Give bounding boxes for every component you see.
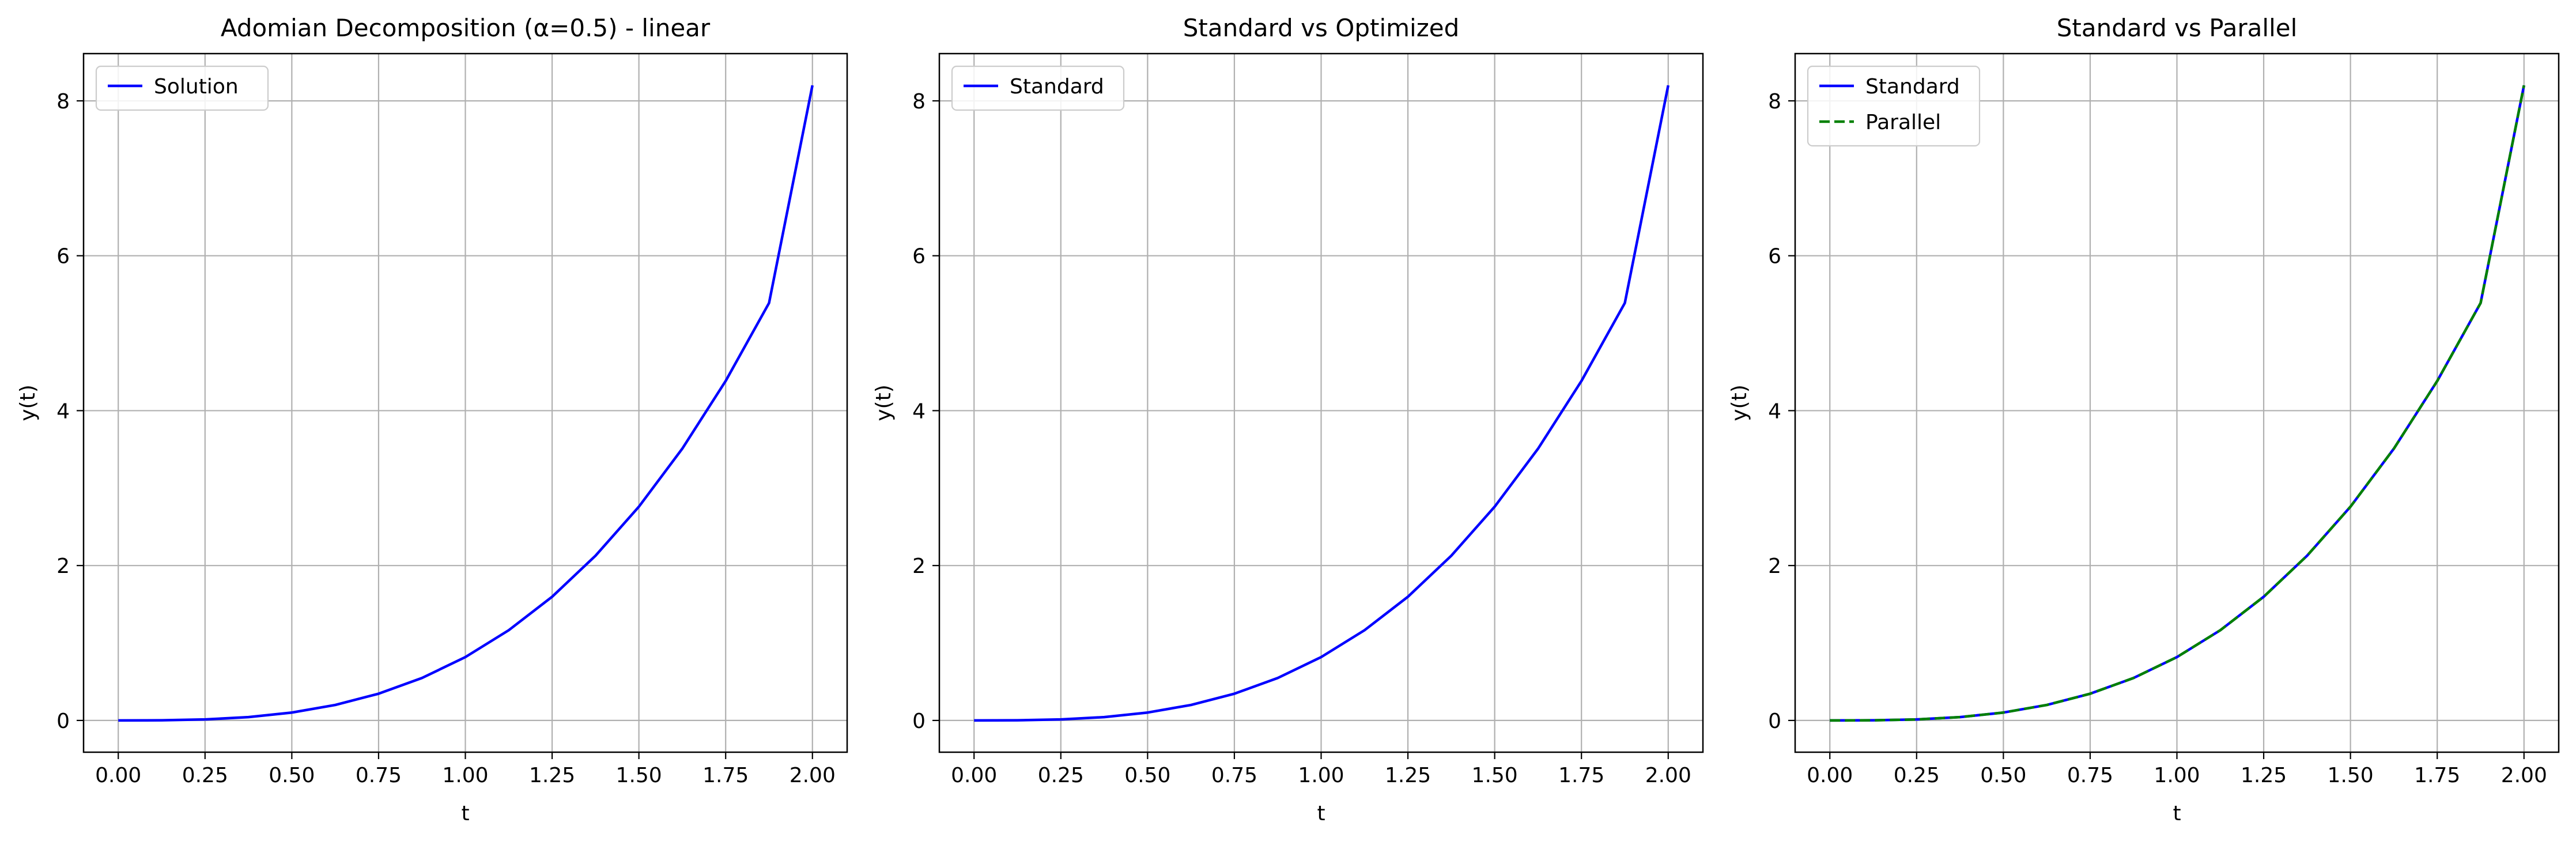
x-tick-label: 1.75 — [1558, 764, 1604, 787]
y-axis-label: y(t) — [16, 384, 40, 421]
y-tick-label: 4 — [912, 399, 926, 423]
legend-label-standard: Standard — [1010, 75, 1104, 99]
x-tick-label: 2.00 — [1645, 764, 1691, 787]
legend: Standard Parallel — [1807, 65, 1981, 147]
y-tick-label: 4 — [1768, 399, 1781, 423]
x-tick-label: 0.50 — [269, 764, 315, 787]
y-tick-label: 6 — [912, 245, 926, 269]
x-tick-label: 1.25 — [2241, 764, 2287, 787]
grid — [1795, 54, 2559, 752]
x-tick-label: 0.50 — [1980, 764, 2026, 787]
y-tick-label: 0 — [1768, 710, 1781, 733]
legend-label-solution: Solution — [154, 75, 239, 99]
x-tick-label: 0.00 — [951, 764, 997, 787]
x-axis-label: t — [2173, 802, 2181, 825]
x-tick-label: 1.50 — [1472, 764, 1518, 787]
chart-panel-2: 0.00 0.25 0.50 0.75 1.00 1.25 1.50 1.75 2.00 0 2 4 6… — [872, 14, 1704, 825]
grid — [84, 54, 847, 752]
y-tick-label: 4 — [56, 399, 70, 423]
x-tick-label: 0.75 — [1211, 764, 1257, 787]
series-line-standard — [974, 85, 1670, 722]
y-axis-label: y(t) — [872, 384, 896, 421]
x-tick-label: 1.50 — [2328, 764, 2374, 787]
y-tick-label: 6 — [1768, 245, 1781, 269]
legend: Solution — [95, 65, 269, 111]
x-axis-label: t — [1317, 802, 1325, 825]
x-tick-label: 0.25 — [1038, 764, 1084, 787]
legend: Standard — [951, 65, 1125, 111]
x-tick-label: 0.50 — [1124, 764, 1170, 787]
x-tick-label: 1.50 — [616, 764, 662, 787]
x-tick-label: 1.25 — [529, 764, 575, 787]
chart-panel-1: 0.00 0.25 0.50 0.75 1.00 1.25 1.50 1.75 2.00 0 2 4 6… — [16, 14, 848, 825]
x-tick-label: 1.00 — [1298, 764, 1344, 787]
legend-box — [95, 65, 269, 111]
x-tick-label: 0.00 — [1807, 764, 1853, 787]
legend-label-parallel: Parallel — [1865, 111, 1941, 134]
x-tick-label: 1.75 — [2414, 764, 2460, 787]
series-line-standard — [1830, 85, 2525, 722]
x-tick-label: 0.25 — [182, 764, 228, 787]
legend-label-standard: Standard — [1865, 75, 1960, 99]
x-tick-label: 0.75 — [356, 764, 402, 787]
x-tick-label: 1.75 — [702, 764, 749, 787]
legend-box — [951, 65, 1125, 111]
series-line-solution — [118, 85, 814, 722]
x-tick-label: 0.00 — [95, 764, 141, 787]
x-tick-label: 0.75 — [2067, 764, 2113, 787]
x-tick-label: 0.25 — [1894, 764, 1940, 787]
chart-panel-3: 0.00 0.25 0.50 0.75 1.00 1.25 1.50 1.75 2.00 0 2 4 6… — [1728, 14, 2560, 825]
x-axis-label: t — [461, 802, 469, 825]
x-tick-label: 1.25 — [1385, 764, 1431, 787]
x-tick-label: 1.00 — [2154, 764, 2200, 787]
chart-title: Adomian Decomposition (α=0.5) - linear — [221, 14, 711, 42]
y-tick-label: 8 — [1768, 90, 1781, 114]
chart-title: Standard vs Optimized — [1183, 14, 1460, 42]
chart-title: Standard vs Parallel — [2057, 14, 2298, 42]
x-tick-label: 2.00 — [790, 764, 836, 787]
x-tick-label: 2.00 — [2501, 764, 2547, 787]
x-tick-label: 1.00 — [442, 764, 488, 787]
y-tick-label: 0 — [912, 710, 926, 733]
y-tick-label: 2 — [1768, 554, 1781, 578]
y-tick-label: 0 — [56, 710, 70, 733]
y-tick-label: 2 — [912, 554, 926, 578]
y-tick-label: 6 — [56, 245, 70, 269]
y-axis-label: y(t) — [1728, 384, 1751, 421]
y-tick-label: 8 — [912, 90, 926, 114]
y-tick-label: 8 — [56, 90, 70, 114]
y-tick-label: 2 — [56, 554, 70, 578]
grid — [939, 54, 1703, 752]
